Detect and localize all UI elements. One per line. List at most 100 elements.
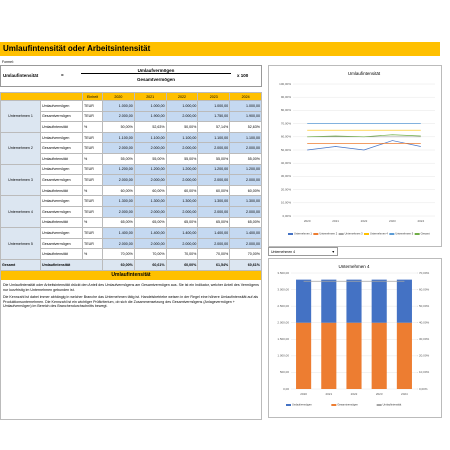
bar <box>321 279 337 323</box>
y-tick-label: 70,00% <box>281 121 292 125</box>
bar <box>396 322 412 389</box>
y2-tick-label: 50,00% <box>419 304 430 308</box>
total-cell: 60,61% <box>133 258 167 271</box>
table-cell: Umlaufvermögen <box>40 227 83 239</box>
total-cell: 60,61% <box>229 258 262 271</box>
table-cell: 1.000,00 <box>197 100 231 112</box>
formula-name: Umlaufintensität <box>3 73 39 78</box>
formula: Umlaufintensität = Umlaufvermögen Gesamt… <box>0 65 262 87</box>
table-cell: 2.000,00 <box>102 205 135 218</box>
table-cell: 1.100,00 <box>229 131 262 144</box>
table-cell: Umlaufvermögen <box>40 100 83 112</box>
table-cell: 52,63% <box>229 121 262 133</box>
total-cell: Umlaufintensität <box>40 258 103 271</box>
table-cell: 1.400,00 <box>229 227 262 239</box>
table-cell: 2.000,00 <box>133 237 167 250</box>
group-cell: Unternehmen 4 <box>0 195 41 229</box>
table-cell: TEUR <box>82 131 103 144</box>
table-cell: 1.400,00 <box>165 227 199 239</box>
chart-title: Unternehmen 4 <box>338 264 370 269</box>
dropdown-value[interactable]: Unternehmen 4 <box>271 250 296 254</box>
table-cell: 2.000,00 <box>197 205 231 218</box>
total-cell: Gesamt <box>0 258 41 271</box>
info-title: Umlaufintensität <box>1 271 261 280</box>
header-cell <box>0 92 83 101</box>
table-cell: 50,00% <box>165 121 199 133</box>
table-cell: 1.300,00 <box>197 195 231 207</box>
y-tick-label: 10,00% <box>281 201 292 205</box>
table-row: Gesamtvermögen TEUR 2.000,00 2.000,00 2.000,… <box>1 237 262 250</box>
table-cell: TEUR <box>82 205 103 218</box>
company-dropdown[interactable]: Unternehmen 4 ▼ <box>268 247 338 256</box>
table-cell: 65,00% <box>197 216 231 229</box>
total-cell: 60,00% <box>102 258 135 271</box>
table-cell: 1.000,00 <box>133 100 167 112</box>
table-cell: 2.000,00 <box>197 142 231 154</box>
table-cell: 1.300,00 <box>133 195 167 207</box>
table-cell: 55,00% <box>229 152 262 165</box>
table-cell: TEUR <box>82 163 103 176</box>
x-tick-label: 2021 <box>325 392 332 396</box>
dropdown-arrow[interactable]: ▼ <box>331 250 335 254</box>
table-cell: 1.900,00 <box>229 110 262 123</box>
table-cell: Umlaufintensität <box>40 184 83 197</box>
table-row: Gesamtvermögen TEUR 2.000,00 2.000,00 2.000,… <box>1 205 262 218</box>
table-cell: 1.300,00 <box>102 195 135 207</box>
table-cell: 60,00% <box>133 184 167 197</box>
table-cell: 1.200,00 <box>102 163 135 176</box>
table-cell: 2.000,00 <box>165 205 199 218</box>
table-row: Unternehmen 3 Umlaufvermögen TEUR 1.200,00 1… <box>0 163 262 197</box>
y-tick-label: 1.500,00 <box>277 337 289 341</box>
legend-swatch <box>286 404 291 406</box>
x-tick-label: 2023 <box>389 219 396 223</box>
table-cell: Umlaufvermögen <box>40 195 83 207</box>
table-cell: TEUR <box>82 174 103 186</box>
table-cell: 52,63% <box>133 121 167 133</box>
table-cell: 2.000,00 <box>165 142 199 154</box>
table-cell: % <box>82 216 103 229</box>
legend-label: Unternehmen 5 <box>395 232 413 236</box>
table-row: Unternehmen 1 Umlaufvermögen TEUR 1.000,00 1… <box>0 100 262 133</box>
group-cell: Unternehmen 2 <box>0 131 41 165</box>
info-paragraph: Die Kennzahl ist dabei immer abhängig in… <box>3 295 259 309</box>
legend-swatch <box>331 404 337 406</box>
table-cell: 1.300,00 <box>165 195 199 207</box>
y-tick-label: 50,00% <box>281 148 292 152</box>
table-row: Gesamtvermögen TEUR 2.000,00 2.000,00 2.000,… <box>1 174 262 186</box>
table-cell: % <box>82 152 103 165</box>
legend-label: Umlaufvermögen <box>292 403 312 407</box>
formula-factor: x 100 <box>237 73 249 78</box>
y-tick-label: 500,00 <box>280 370 290 374</box>
table-cell: TEUR <box>82 110 103 123</box>
table-cell: Gesamtvermögen <box>40 205 83 218</box>
sheet-title: Umlaufintensität oder Arbeitsintensität <box>0 42 440 56</box>
table-cell: 1.200,00 <box>229 163 262 176</box>
table-cell: Umlaufvermögen <box>40 163 83 176</box>
x-tick-label: 2024 <box>401 392 408 396</box>
header-row: Einheit 2020 2021 2022 2023 2024 <box>0 92 262 101</box>
table-cell: 1.400,00 <box>102 227 135 239</box>
bar <box>346 279 362 323</box>
table-cell: Gesamtvermögen <box>40 237 83 250</box>
formula-label: Formel: <box>2 60 14 64</box>
legend-swatch <box>414 233 420 235</box>
formula-numerator: Umlaufvermögen <box>81 68 231 74</box>
y-tick-label: 2.500,00 <box>277 304 289 308</box>
table-cell: 65,00% <box>133 216 167 229</box>
line-chart: Umlaufintensität 0,00% 10,00% 20,00% 30,00% 4… <box>268 65 442 247</box>
table-cell: 1.100,00 <box>102 131 135 144</box>
legend-label: Umlaufintensität <box>383 403 402 407</box>
formula-equals: = <box>61 73 64 78</box>
legend-swatch <box>288 233 293 235</box>
legend-label: Unternehmen 3 <box>345 232 363 236</box>
table-cell: 2.000,00 <box>229 142 262 154</box>
table-cell: Umlaufvermögen <box>40 131 83 144</box>
table-cell: Gesamtvermögen <box>40 110 83 123</box>
y-tick-label: 0,00% <box>282 214 291 218</box>
table-cell: Umlaufintensität <box>40 248 83 260</box>
x-tick-label: 2023 <box>376 392 383 396</box>
info-panel: Umlaufintensität Die Umlaufintensität od… <box>0 270 262 420</box>
table-cell: 2.000,00 <box>165 237 199 250</box>
x-tick-label: 2022 <box>361 219 368 223</box>
